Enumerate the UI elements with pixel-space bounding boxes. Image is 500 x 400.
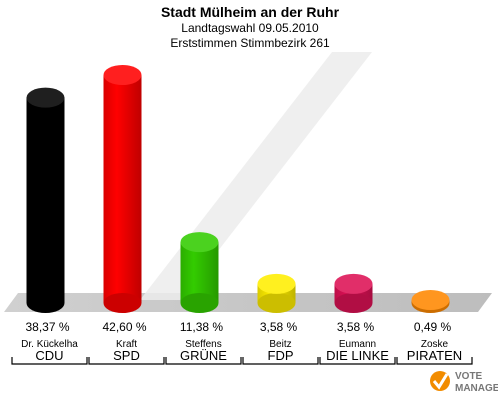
party-bracket [396, 357, 473, 365]
value-label: 0,49 % [414, 320, 452, 334]
bar-top [334, 273, 373, 294]
bar-base [334, 293, 373, 313]
bar-body [26, 97, 65, 303]
bar-top [103, 65, 142, 85]
bar-top [26, 87, 65, 108]
bar-die-linke [334, 273, 373, 313]
candidate-label: Eumann [339, 339, 376, 350]
party-bracket [319, 357, 396, 365]
party-label: CDU [35, 348, 63, 363]
bar-base [180, 293, 219, 313]
candidate-label: Steffens [185, 339, 222, 350]
candidate-label: Kraft [116, 339, 137, 350]
bar-body [180, 242, 219, 303]
title-block: Stadt Mülheim an der Ruhr Landtagswahl 0… [0, 4, 500, 51]
bar-top [411, 290, 450, 310]
bar-spd [103, 65, 142, 313]
bar-base [26, 293, 65, 313]
chart-subtitle: Landtagswahl 09.05.2010 [181, 21, 319, 35]
value-label: 38,37 % [25, 320, 69, 334]
chart-subtitle-2: Erststimmen Stimmbezirk 261 [170, 36, 330, 50]
votemanager-logo: VOTE MANAGER [430, 371, 498, 394]
party-label: PIRATEN [407, 348, 462, 363]
bar-body [103, 75, 142, 303]
bar-fdp [257, 273, 296, 313]
bar-piraten [411, 290, 450, 313]
candidate-label: Zoske [421, 339, 449, 350]
logo-text-2: MANAGER [455, 383, 498, 394]
value-label: 42,60 % [102, 320, 146, 334]
bar-base [257, 293, 296, 313]
floor-light-streak [140, 52, 372, 300]
bar-cdu [26, 87, 65, 313]
chart-title: Stadt Mülheim an der Ruhr [160, 4, 340, 20]
logo-text-1: VOTE [455, 371, 483, 382]
bar-top [180, 232, 219, 253]
party-bracket [165, 357, 242, 365]
party-bracket [242, 357, 319, 365]
logo-icon [430, 371, 450, 391]
party-label: FDP [268, 348, 294, 363]
bar-gr-ne [180, 232, 219, 313]
value-label: 3,58 % [337, 320, 375, 334]
bars [26, 65, 450, 313]
party-bracket [11, 357, 88, 365]
bar-base [103, 293, 142, 313]
party-bracket [88, 357, 165, 365]
bar-top [257, 273, 296, 294]
chart-floor [4, 52, 492, 312]
party-label: SPD [113, 348, 140, 363]
party-label: DIE LINKE [326, 348, 389, 363]
candidate-label: Dr. Kückelha [21, 339, 78, 350]
value-label: 3,58 % [260, 320, 298, 334]
value-label: 11,38 % [180, 320, 223, 334]
candidate-label: Beitz [269, 339, 291, 350]
party-label: GRÜNE [180, 348, 227, 363]
